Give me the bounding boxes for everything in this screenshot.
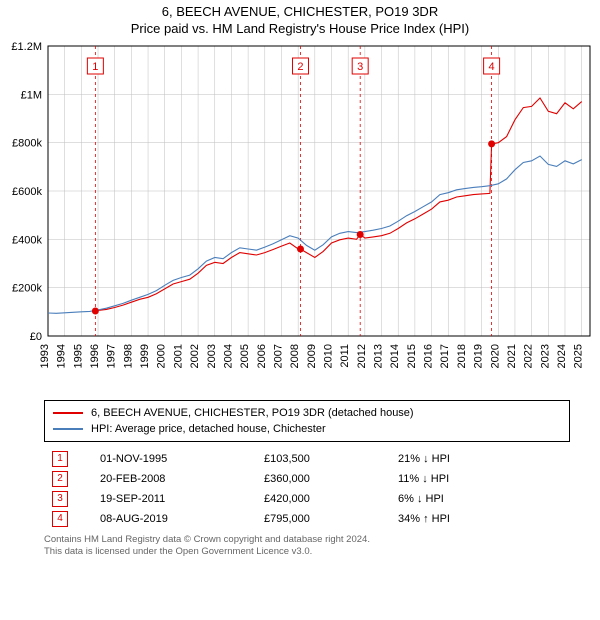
svg-text:£800k: £800k <box>12 138 42 150</box>
svg-text:2006: 2006 <box>256 344 268 368</box>
svg-text:£1M: £1M <box>21 89 42 101</box>
svg-text:2013: 2013 <box>373 344 385 368</box>
legend-swatch <box>53 428 83 430</box>
svg-text:1993: 1993 <box>39 344 51 368</box>
svg-text:1995: 1995 <box>72 344 84 368</box>
svg-text:1997: 1997 <box>106 344 118 368</box>
sale-delta: 11% ↓ HPI <box>392 470 456 488</box>
title-line2: Price paid vs. HM Land Registry's House … <box>0 21 600 36</box>
sale-price: £360,000 <box>258 470 390 488</box>
legend: 6, BEECH AVENUE, CHICHESTER, PO19 3DR (d… <box>44 400 570 442</box>
svg-text:2025: 2025 <box>573 344 585 368</box>
legend-label: 6, BEECH AVENUE, CHICHESTER, PO19 3DR (d… <box>91 407 414 419</box>
svg-text:£400k: £400k <box>12 234 42 246</box>
sale-badge: 3 <box>52 491 68 507</box>
legend-swatch <box>53 412 83 414</box>
legend-item: 6, BEECH AVENUE, CHICHESTER, PO19 3DR (d… <box>53 405 561 421</box>
sale-price: £420,000 <box>258 490 390 508</box>
svg-text:2003: 2003 <box>206 344 218 368</box>
sale-badge-cell: 4 <box>46 510 92 528</box>
title-line1: 6, BEECH AVENUE, CHICHESTER, PO19 3DR <box>0 4 600 19</box>
svg-text:2001: 2001 <box>172 344 184 368</box>
chart-container: 6, BEECH AVENUE, CHICHESTER, PO19 3DR Pr… <box>0 0 600 559</box>
svg-text:2007: 2007 <box>272 344 284 368</box>
svg-text:1994: 1994 <box>56 344 68 368</box>
svg-text:2021: 2021 <box>506 344 518 368</box>
sale-date: 08-AUG-2019 <box>94 510 256 528</box>
title-block: 6, BEECH AVENUE, CHICHESTER, PO19 3DR Pr… <box>0 0 600 36</box>
sales-table: 1 01-NOV-1995£103,50021% ↓ HPI 2 20-FEB-200… <box>44 448 458 530</box>
svg-text:2002: 2002 <box>189 344 201 368</box>
sale-badge: 2 <box>52 471 68 487</box>
svg-text:2014: 2014 <box>389 344 401 368</box>
sale-price: £103,500 <box>258 450 390 468</box>
sale-badge: 4 <box>52 511 68 527</box>
sale-delta: 34% ↑ HPI <box>392 510 456 528</box>
sale-badge: 1 <box>52 451 68 467</box>
sale-date: 19-SEP-2011 <box>94 490 256 508</box>
svg-text:2019: 2019 <box>473 344 485 368</box>
chart-plot: £0 £200k £400k £600k £800k £1M £1.2M 1993 1994 19… <box>0 36 600 396</box>
svg-text:2023: 2023 <box>539 344 551 368</box>
footer-line2: This data is licensed under the Open Gov… <box>44 546 570 558</box>
legend-item: HPI: Average price, detached house, Chic… <box>53 421 561 437</box>
sale-date: 01-NOV-1995 <box>94 450 256 468</box>
svg-text:£1.2M: £1.2M <box>11 41 42 53</box>
table-row: 3 19-SEP-2011£420,0006% ↓ HPI <box>46 490 456 508</box>
svg-text:4: 4 <box>489 61 495 73</box>
sale-price: £795,000 <box>258 510 390 528</box>
sale-badge-cell: 3 <box>46 490 92 508</box>
svg-text:2012: 2012 <box>356 344 368 368</box>
svg-text:2018: 2018 <box>456 344 468 368</box>
svg-text:2: 2 <box>297 61 303 73</box>
table-row: 2 20-FEB-2008£360,00011% ↓ HPI <box>46 470 456 488</box>
svg-text:2008: 2008 <box>289 344 301 368</box>
svg-text:2020: 2020 <box>489 344 501 368</box>
svg-text:£600k: £600k <box>12 186 42 198</box>
svg-text:2009: 2009 <box>306 344 318 368</box>
svg-text:2024: 2024 <box>556 344 568 368</box>
svg-text:1996: 1996 <box>89 344 101 368</box>
svg-text:2005: 2005 <box>239 344 251 368</box>
sale-delta: 6% ↓ HPI <box>392 490 456 508</box>
svg-text:2015: 2015 <box>406 344 418 368</box>
svg-text:3: 3 <box>357 61 363 73</box>
sale-badge-cell: 1 <box>46 450 92 468</box>
svg-text:£0: £0 <box>30 331 42 343</box>
sale-badge-cell: 2 <box>46 470 92 488</box>
table-row: 1 01-NOV-1995£103,50021% ↓ HPI <box>46 450 456 468</box>
svg-text:1998: 1998 <box>122 344 134 368</box>
svg-text:2010: 2010 <box>323 344 335 368</box>
svg-text:2004: 2004 <box>222 344 234 368</box>
sale-delta: 21% ↓ HPI <box>392 450 456 468</box>
table-row: 4 08-AUG-2019£795,00034% ↑ HPI <box>46 510 456 528</box>
svg-text:1999: 1999 <box>139 344 151 368</box>
svg-text:£200k: £200k <box>12 283 42 295</box>
attribution-footer: Contains HM Land Registry data © Crown c… <box>44 534 570 559</box>
legend-label: HPI: Average price, detached house, Chic… <box>91 423 326 435</box>
svg-text:2016: 2016 <box>423 344 435 368</box>
svg-text:2011: 2011 <box>339 344 351 368</box>
sale-date: 20-FEB-2008 <box>94 470 256 488</box>
svg-text:2000: 2000 <box>156 344 168 368</box>
footer-line1: Contains HM Land Registry data © Crown c… <box>44 534 570 546</box>
svg-text:2022: 2022 <box>523 344 535 368</box>
svg-text:2017: 2017 <box>439 344 451 368</box>
svg-text:1: 1 <box>92 61 98 73</box>
